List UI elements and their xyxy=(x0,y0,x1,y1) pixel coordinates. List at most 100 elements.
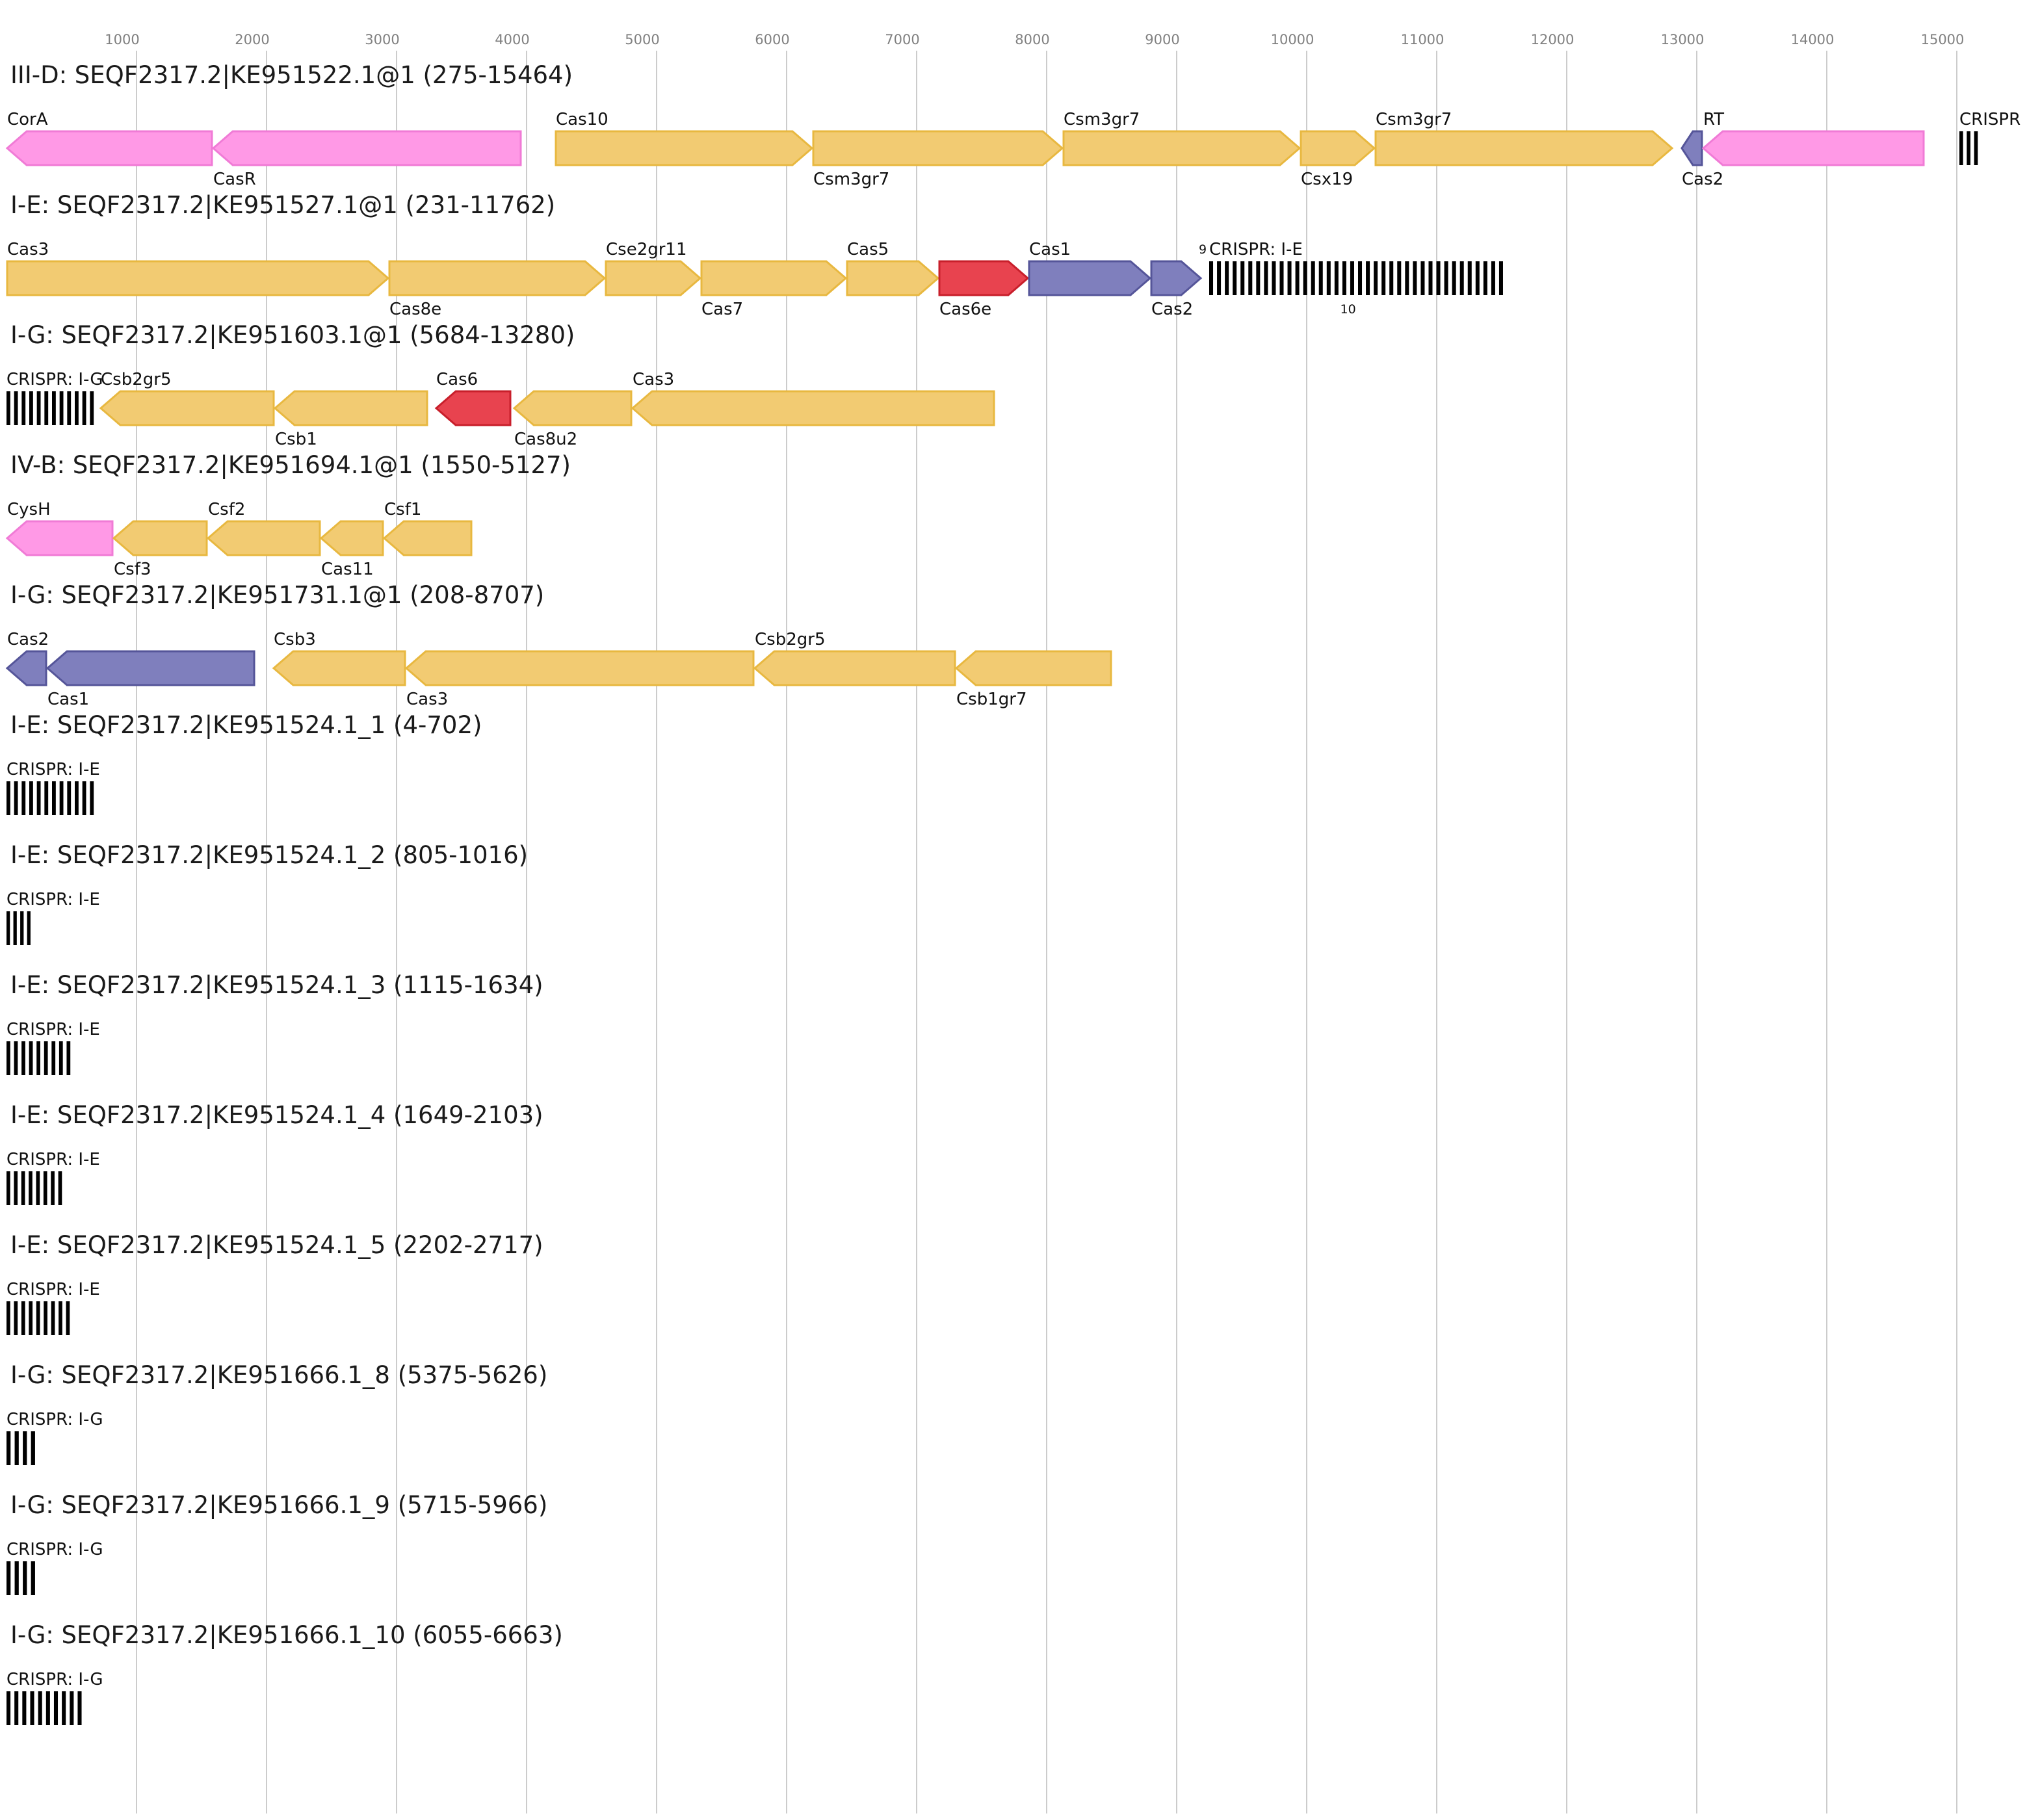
gene-label: Cas10 xyxy=(556,110,608,129)
crispr-repeat xyxy=(1217,261,1222,295)
gene-arrow xyxy=(1028,260,1152,296)
crispr-repeat xyxy=(21,781,26,815)
crispr-repeat xyxy=(7,1041,10,1075)
crispr-repeat xyxy=(21,1171,25,1205)
crispr-repeat xyxy=(82,781,86,815)
crispr-repeat xyxy=(1959,131,1963,165)
track-title: I-G: SEQF2317.2|KE951666.1_8 (5375-5626) xyxy=(10,1361,547,1389)
track: III-D: SEQF2317.2|KE951522.1@1 (275-1546… xyxy=(5,61,2020,189)
gene-arrow xyxy=(555,130,814,166)
crispr-repeat xyxy=(82,391,86,425)
crispr-label: CRISPR: I-E xyxy=(7,890,100,909)
gene-label: Csb1gr7 xyxy=(956,690,1027,709)
gene-arrow xyxy=(211,130,522,166)
crispr-repeat xyxy=(27,911,31,945)
gene-label: Cas2 xyxy=(1151,300,1193,319)
track: I-E: SEQF2317.2|KE951524.1_3 (1115-1634)… xyxy=(7,971,543,1075)
crispr-repeat xyxy=(13,911,17,945)
gene-label: Csm3gr7 xyxy=(813,170,889,189)
tracks-layer: III-D: SEQF2317.2|KE951522.1@1 (275-1546… xyxy=(5,61,2020,1725)
crispr-label: CRISPR: I-E xyxy=(7,1020,100,1039)
gene-arrow xyxy=(938,260,1030,296)
gene-label: Csm3gr7 xyxy=(1376,110,1452,129)
crispr-repeat xyxy=(1303,261,1307,295)
axis-layer: 1000 2000 3000 4000 5000 6000 7000 8000 9000 1000… xyxy=(105,32,1964,47)
crispr-repeat xyxy=(7,1301,10,1335)
crispr-repeat xyxy=(90,781,94,815)
gene-label: Cas6e xyxy=(939,300,991,319)
crispr-repeat xyxy=(1272,261,1276,295)
crispr-repeat xyxy=(36,391,41,425)
track: I-E: SEQF2317.2|KE951524.1_5 (2202-2717)… xyxy=(7,1231,543,1335)
gene-label: Csf3 xyxy=(114,560,151,579)
crispr-repeat xyxy=(1240,261,1245,295)
gene-arrow xyxy=(206,520,321,556)
gene-label: Cas2 xyxy=(1682,170,1723,189)
crispr-repeat xyxy=(7,911,10,945)
gene-label: CysH xyxy=(7,500,51,519)
crispr-repeat xyxy=(75,391,79,425)
gene-arrow xyxy=(319,520,384,556)
crispr-repeat xyxy=(7,1561,11,1595)
crispr-repeat xyxy=(20,911,24,945)
crispr-repeat xyxy=(1225,261,1229,295)
gene-label: Cas6 xyxy=(436,370,478,389)
gene-arrow xyxy=(112,520,208,556)
crispr-repeat xyxy=(14,781,18,815)
gene-label: Cas3 xyxy=(7,240,49,259)
gene-label: Cas2 xyxy=(7,630,49,649)
gene-arrow xyxy=(631,390,995,426)
crispr-repeat xyxy=(38,1691,42,1725)
crispr-repeat xyxy=(14,391,18,425)
crispr-repeat xyxy=(67,391,72,425)
crispr-repeat xyxy=(70,1691,74,1725)
crispr-repeat xyxy=(30,1691,34,1725)
track-title: I-E: SEQF2317.2|KE951524.1_1 (4-702) xyxy=(10,711,482,739)
crispr-repeat xyxy=(1295,261,1300,295)
gene-label: Csf1 xyxy=(384,500,421,519)
crispr-repeat xyxy=(1350,261,1354,295)
gene-arrow xyxy=(1374,130,1674,166)
crispr-repeat xyxy=(1397,261,1402,295)
crispr-repeat xyxy=(14,1431,19,1465)
crispr-repeat xyxy=(52,781,56,815)
axis-tick-label: 1000 xyxy=(105,32,139,47)
gene-arrow xyxy=(273,390,428,426)
track: I-E: SEQF2317.2|KE951524.1_2 (805-1016) C… xyxy=(7,841,528,945)
crispr-repeat xyxy=(1389,261,1394,295)
track: I-G: SEQF2317.2|KE951666.1_10 (6055-6663… xyxy=(7,1621,563,1725)
crispr-repeat xyxy=(1326,261,1331,295)
crispr-repeat xyxy=(21,1301,25,1335)
crispr-repeat xyxy=(59,1041,63,1075)
crispr-repeat xyxy=(14,1561,19,1595)
gene-arrow xyxy=(388,260,607,296)
crispr-repeat xyxy=(1209,261,1214,295)
crispr-repeat xyxy=(62,1691,66,1725)
gene-arrow xyxy=(1701,130,1925,166)
crispr-repeat xyxy=(7,1691,11,1725)
gene-label: Cas3 xyxy=(406,690,448,709)
crispr-repeat xyxy=(59,391,64,425)
crispr-repeat xyxy=(31,1561,35,1595)
track: I-E: SEQF2317.2|KE951524.1_1 (4-702) CRIS… xyxy=(7,711,482,815)
track-title: I-G: SEQF2317.2|KE951666.1_10 (6055-6663… xyxy=(10,1621,563,1649)
gene-arrow xyxy=(382,520,473,556)
crispr-repeat xyxy=(29,1301,33,1335)
gene-label: Cas8e xyxy=(389,300,441,319)
gene-arrow xyxy=(5,650,47,686)
track-title: I-E: SEQF2317.2|KE951524.1_2 (805-1016) xyxy=(10,841,528,869)
crispr-repeat xyxy=(36,1171,40,1205)
gene-label: Csm3gr7 xyxy=(1064,110,1140,129)
crispr-repeat xyxy=(29,1041,33,1075)
crispr-repeat xyxy=(1475,261,1480,295)
axis-tick-label: 12000 xyxy=(1531,32,1575,47)
axis-tick-label: 10000 xyxy=(1271,32,1314,47)
crispr-repeat xyxy=(1491,261,1495,295)
gene-arrow xyxy=(512,390,633,426)
crispr-repeat xyxy=(36,781,41,815)
crispr-repeat xyxy=(51,1041,56,1075)
gene-label: Cas8u2 xyxy=(514,430,577,449)
crispr-repeat xyxy=(1413,261,1417,295)
axis-tick-label: 14000 xyxy=(1791,32,1835,47)
crispr-repeat xyxy=(14,1041,18,1075)
